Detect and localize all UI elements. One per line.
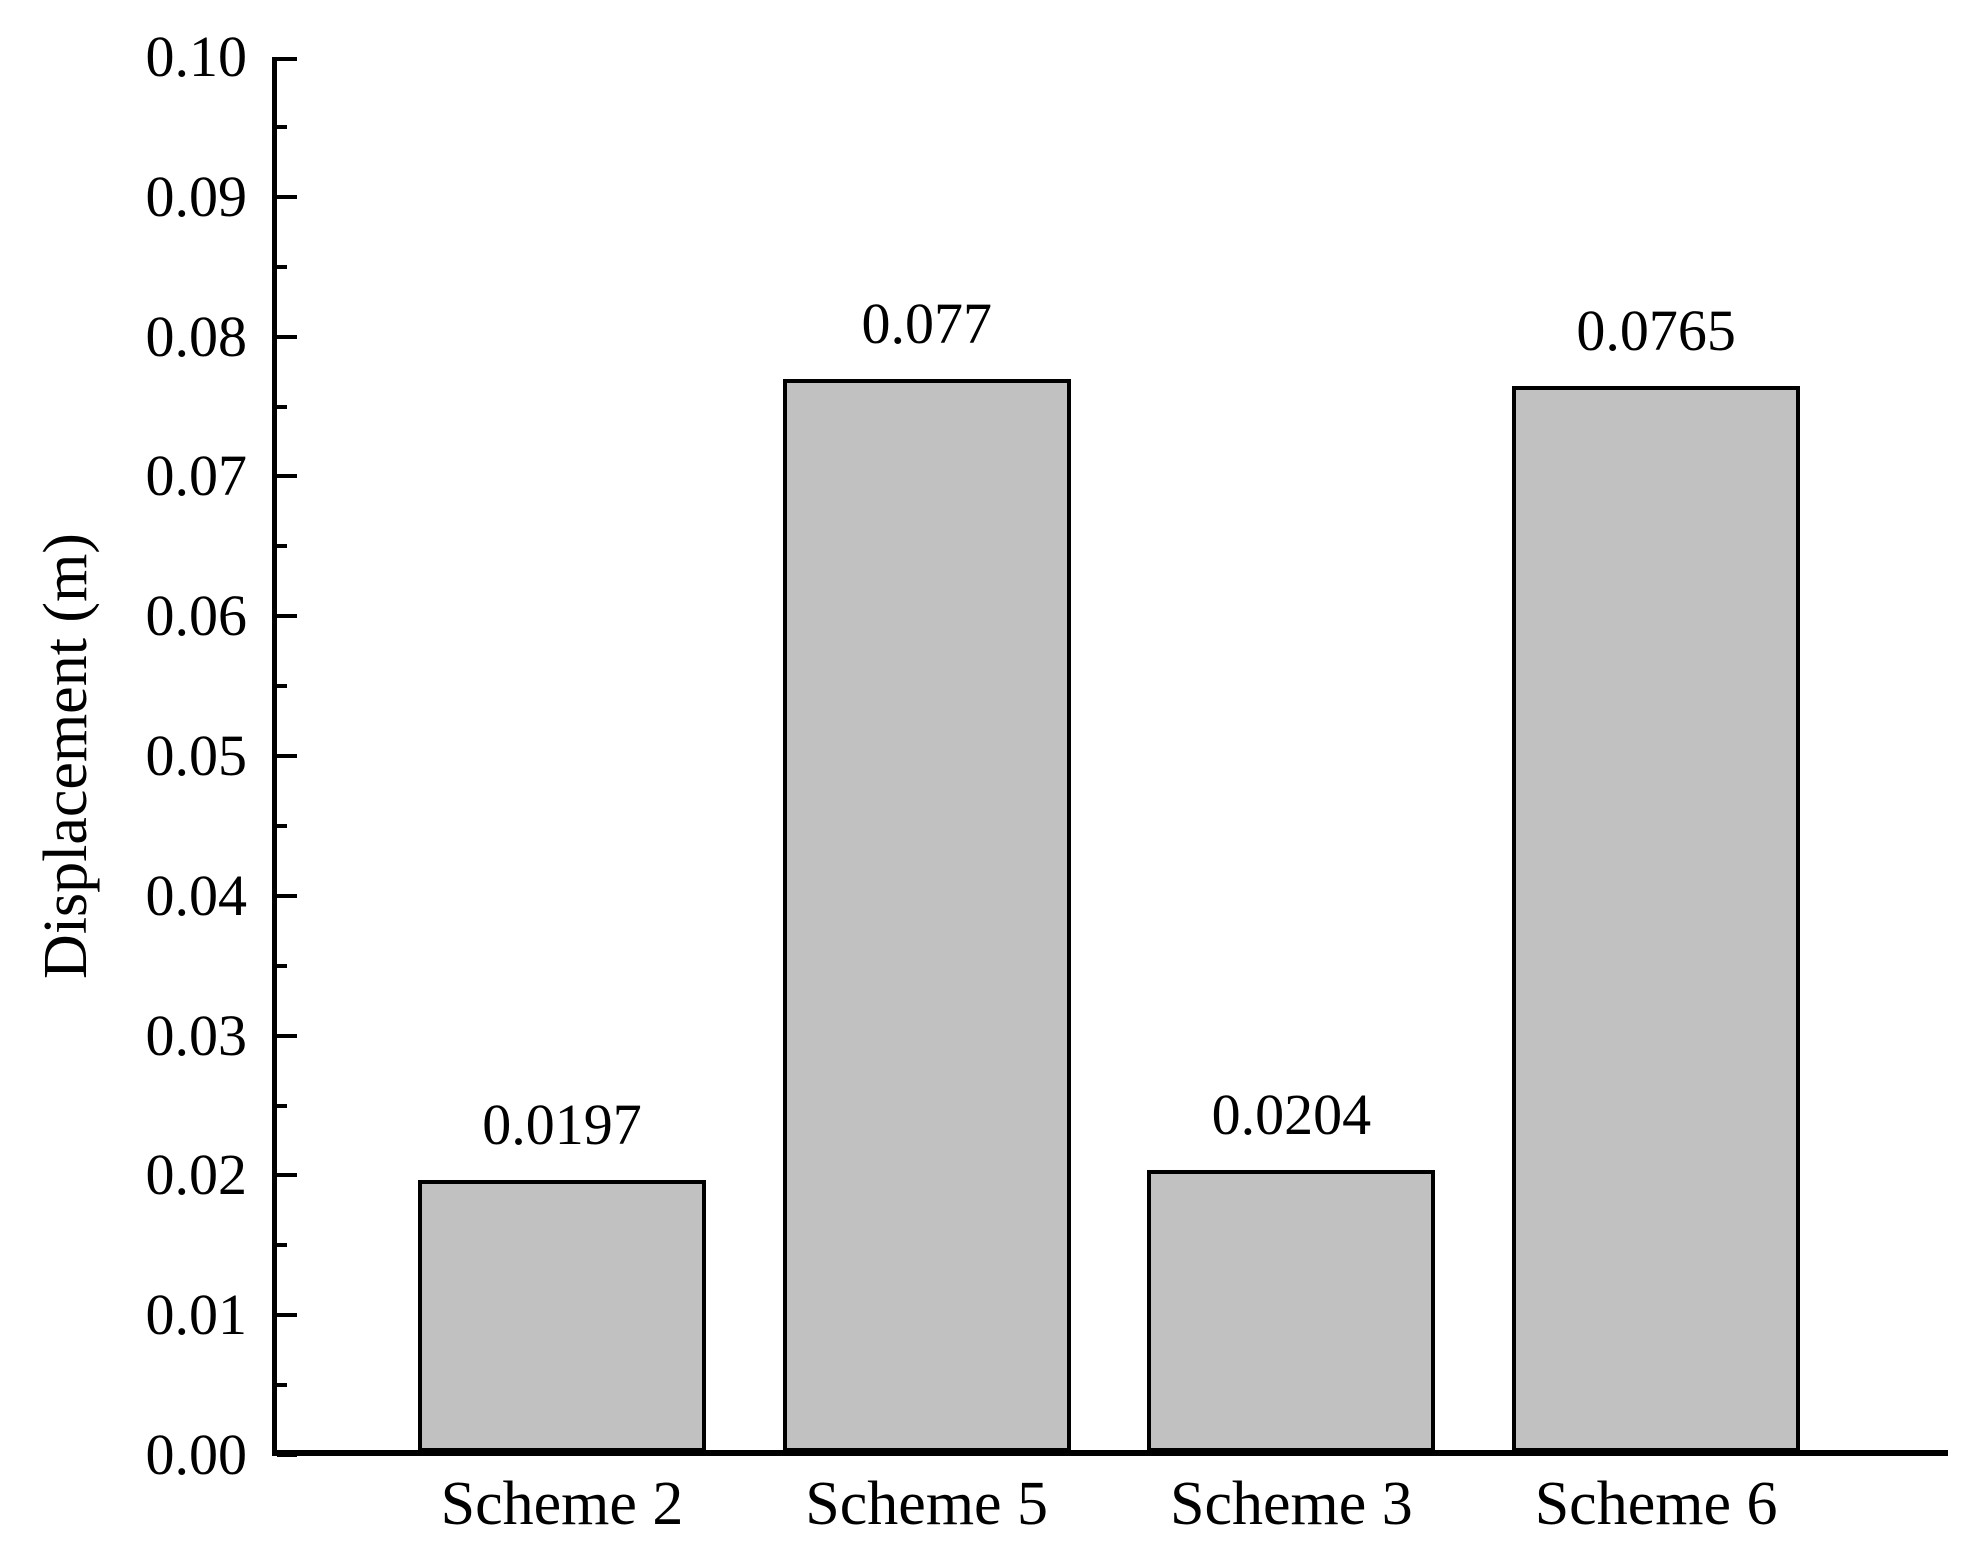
x-category-label-scheme-5: Scheme 5 [805, 1470, 1049, 1538]
y-tick-label: 0.09 [145, 163, 248, 229]
bar-value-label-scheme-3: 0.0204 [1211, 1081, 1372, 1147]
y-major-tick [277, 194, 297, 199]
bar-value-label-scheme-5: 0.077 [861, 290, 992, 356]
y-major-tick [277, 1173, 297, 1178]
y-major-tick [277, 334, 297, 339]
y-major-tick [277, 1313, 297, 1318]
x-category-label-scheme-6: Scheme 6 [1534, 1470, 1778, 1538]
y-tick-label: 0.05 [145, 723, 248, 788]
y-major-tick [277, 893, 297, 898]
y-minor-tick [277, 963, 287, 968]
y-tick-label: 0.00 [145, 1422, 248, 1487]
bar-scheme-3 [1147, 1169, 1436, 1452]
y-tick-label: 0.01 [145, 1282, 248, 1348]
bar-scheme-2 [418, 1179, 706, 1452]
y-tick-label: 0.04 [145, 862, 248, 928]
y-tick-label: 0.03 [145, 1002, 248, 1068]
bar-scheme-5 [782, 378, 1071, 1452]
y-minor-tick [277, 264, 287, 269]
y-tick-label: 0.02 [145, 1142, 248, 1208]
y-minor-tick [277, 684, 287, 689]
bar-value-label-scheme-2: 0.0197 [482, 1091, 642, 1157]
y-major-tick [277, 614, 297, 619]
y-major-tick [277, 1453, 297, 1457]
y-tick-label: 0.06 [145, 583, 248, 649]
y-major-tick [277, 1033, 297, 1038]
y-minor-tick [277, 1103, 287, 1108]
y-major-tick [277, 754, 297, 758]
y-minor-tick [277, 544, 287, 549]
x-category-label-scheme-2: Scheme 2 [440, 1470, 684, 1538]
y-minor-tick [277, 1243, 287, 1248]
y-major-tick [277, 57, 297, 61]
x-axis-line [272, 1450, 1948, 1456]
y-minor-tick [277, 1383, 287, 1388]
y-minor-tick [277, 124, 287, 129]
x-category-label-scheme-3: Scheme 3 [1170, 1470, 1413, 1538]
y-minor-tick [277, 823, 287, 828]
y-tick-label: 0.10 [145, 24, 248, 89]
y-major-tick [277, 474, 297, 479]
bar-scheme-6 [1512, 385, 1801, 1452]
bar-value-label-scheme-6: 0.0765 [1576, 297, 1736, 363]
y-axis-line [272, 57, 277, 1456]
y-minor-tick [277, 404, 287, 409]
y-tick-label: 0.08 [145, 303, 248, 369]
y-tick-label: 0.07 [145, 443, 248, 509]
